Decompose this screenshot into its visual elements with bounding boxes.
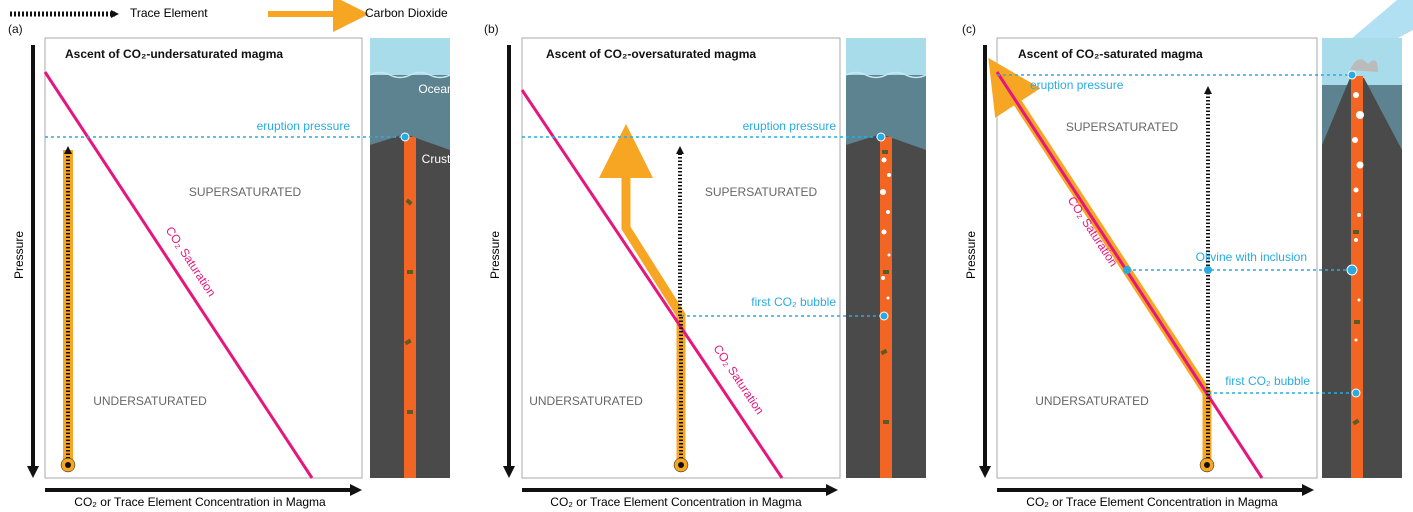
olivine-dot	[1347, 265, 1357, 275]
label: (b)	[484, 22, 499, 36]
shape	[407, 270, 413, 274]
shape	[880, 189, 886, 195]
supersaturated: SUPERSATURATED	[1066, 120, 1179, 134]
legend-label: Carbon Dioxide	[365, 6, 448, 20]
dike	[880, 137, 892, 478]
x-axis-label: CO₂ or Trace Element Concentration in Ma…	[1026, 495, 1278, 509]
frame	[45, 38, 362, 478]
crust: Crust	[422, 152, 451, 166]
vent-dot	[1348, 71, 1356, 79]
panel: (b) Ascent of CO₂-oversaturated magma erup…	[484, 22, 926, 509]
undersaturated: UNDERSATURATED	[93, 394, 207, 408]
shape	[1354, 238, 1358, 242]
y-axis-label: Pressure	[12, 231, 26, 279]
eruption-pressure: eruption pressure	[257, 119, 351, 133]
shape	[407, 410, 413, 414]
shape	[881, 276, 885, 280]
dike	[404, 137, 416, 478]
x-axis-label: CO₂ or Trace Element Concentration in Ma…	[550, 495, 802, 509]
shape	[1353, 92, 1359, 98]
shape	[1357, 162, 1364, 169]
title: Ascent of CO₂-saturated magma	[1018, 47, 1203, 61]
title: Ascent of CO₂-undersaturated magma	[65, 47, 283, 61]
shape	[1355, 339, 1358, 342]
shape	[882, 150, 888, 154]
shape	[1354, 188, 1359, 193]
olivine-dot	[1123, 266, 1131, 274]
eruption-pressure: eruption pressure	[1030, 78, 1124, 92]
first-bubble: first CO₂ bubble	[751, 295, 836, 309]
shape	[882, 158, 887, 163]
undersaturated: UNDERSATURATED	[529, 394, 643, 408]
supersaturated: SUPERSATURATED	[189, 185, 302, 199]
supersaturated: SUPERSATURATED	[705, 185, 818, 199]
y-axis-label: Pressure	[964, 231, 978, 279]
shape	[888, 254, 891, 257]
bubble-dot	[1352, 389, 1360, 397]
olivine: Olivine with inclusion	[1196, 250, 1307, 264]
dike	[1351, 76, 1363, 478]
shape	[882, 230, 887, 235]
page: (a) Ascent of CO₂-undersaturated magma eru…	[0, 0, 1413, 512]
shape	[1356, 111, 1364, 119]
x-axis-label: CO₂ or Trace Element Concentration in Ma…	[74, 495, 326, 509]
first-bubble: first CO₂ bubble	[1225, 374, 1310, 388]
bubble-dot	[880, 312, 888, 320]
label: (c)	[962, 22, 976, 36]
legend-label: Trace Element	[130, 6, 208, 20]
ocean: Ocean	[418, 82, 453, 96]
figure: (a) Ascent of CO₂-undersaturated magma eru…	[0, 0, 1413, 512]
label: (a)	[8, 22, 23, 36]
shape	[1358, 299, 1361, 302]
source-dot	[65, 462, 71, 468]
y-axis-label: Pressure	[488, 231, 502, 279]
title: Ascent of CO₂-oversaturated magma	[546, 47, 756, 61]
shape	[883, 420, 889, 424]
shape	[883, 270, 889, 274]
olivine-dot	[1204, 266, 1212, 274]
vent-dot	[401, 133, 409, 141]
panel: (c) Ascent of CO₂-saturated magma eruption…	[962, 0, 1413, 509]
shape	[1354, 320, 1360, 324]
shape	[887, 173, 891, 177]
undersaturated: UNDERSATURATED	[1035, 394, 1149, 408]
source-dot	[1204, 462, 1210, 468]
vent-dot	[877, 133, 885, 141]
shape	[1352, 137, 1358, 143]
shape	[886, 210, 890, 214]
shape	[1357, 213, 1361, 217]
panel: (a) Ascent of CO₂-undersaturated magma eru…	[8, 22, 454, 509]
shape	[1353, 230, 1359, 234]
source-dot	[678, 462, 684, 468]
eruption-pressure: eruption pressure	[743, 119, 837, 133]
shape	[887, 297, 890, 300]
